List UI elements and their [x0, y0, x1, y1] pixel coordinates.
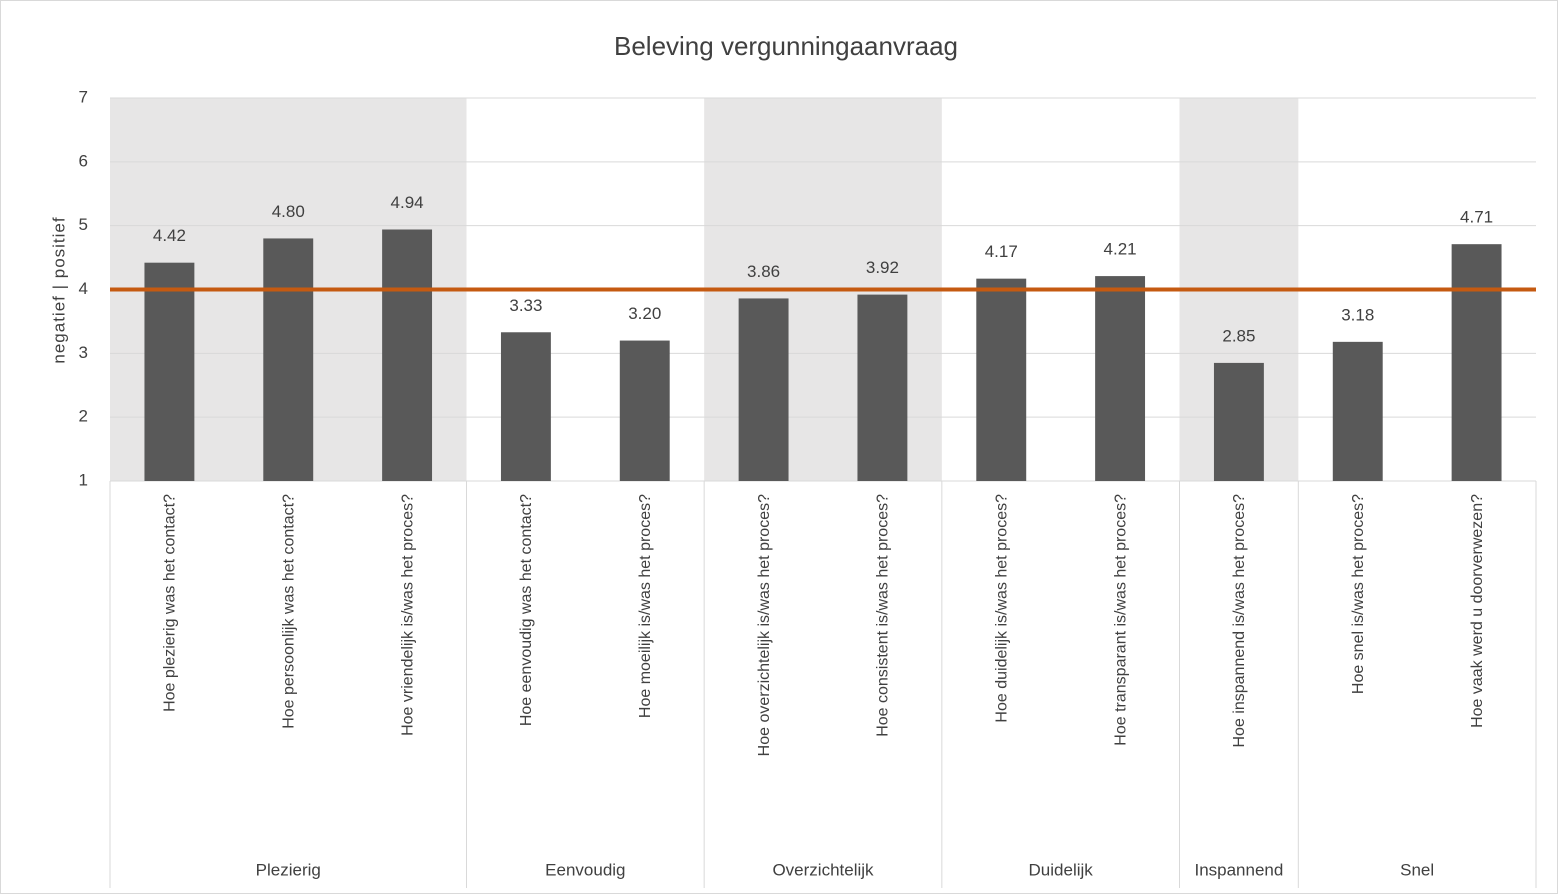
- y-tick-label: 1: [79, 470, 88, 489]
- x-tick-label: Hoe vriendelijk is/was het proces?: [399, 494, 416, 736]
- x-tick-label: Hoe persoonlijk was het contact?: [280, 494, 297, 729]
- x-tick-label: Hoe duidelijk is/was het proces?: [993, 494, 1010, 723]
- value-label: 4.80: [272, 202, 305, 221]
- value-label: 3.18: [1341, 305, 1374, 324]
- x-tick-label: Hoe overzichtelijk is/was het proces?: [756, 494, 773, 756]
- bar: [619, 340, 670, 481]
- value-label: 4.21: [1104, 240, 1137, 259]
- bar: [1213, 362, 1264, 481]
- group-label: Duidelijk: [1029, 860, 1094, 879]
- value-label: 4.94: [391, 193, 424, 212]
- y-tick-label: 4: [79, 279, 88, 298]
- value-label: 3.86: [747, 262, 780, 281]
- bar: [1095, 276, 1146, 481]
- x-tick-label: Hoe inspannend is/was het proces?: [1231, 494, 1248, 748]
- group-label: Plezierig: [256, 860, 321, 879]
- bar: [738, 298, 789, 481]
- x-tick-label: Hoe snel is/was het proces?: [1350, 494, 1367, 694]
- value-label: 4.42: [153, 226, 186, 245]
- x-tick-label: Hoe transparant is/was het proces?: [1112, 494, 1129, 746]
- group-label: Overzichtelijk: [772, 860, 874, 879]
- x-tick-label: Hoe moeilijk is/was het proces?: [637, 494, 654, 718]
- bar: [500, 332, 551, 481]
- bar: [976, 278, 1027, 481]
- bar: [1451, 244, 1502, 481]
- y-tick-label: 7: [79, 87, 88, 106]
- y-tick-label: 6: [79, 151, 88, 170]
- value-label: 4.17: [985, 242, 1018, 261]
- y-tick-label: 5: [79, 215, 88, 234]
- bar: [1332, 341, 1383, 481]
- value-label: 4.71: [1460, 208, 1493, 227]
- group-label: Inspannend: [1194, 860, 1283, 879]
- value-label: 3.92: [866, 258, 899, 277]
- y-tick-label: 2: [79, 407, 88, 426]
- x-tick-label: Hoe consistent is/was het proces?: [875, 494, 892, 737]
- y-tick-label: 3: [79, 343, 88, 362]
- value-label: 3.20: [628, 304, 661, 323]
- value-label: 3.33: [509, 296, 542, 315]
- group-label: Eenvoudig: [545, 860, 625, 879]
- bar: [144, 262, 195, 481]
- y-axis-label: negatief | positief: [49, 216, 68, 363]
- group-label: Snel: [1400, 860, 1434, 879]
- chart-title: Beleving vergunningaanvraag: [614, 31, 958, 61]
- x-tick-label: Hoe vaak werd u doorverwezen?: [1469, 494, 1486, 728]
- x-tick-label: Hoe eenvoudig was het contact?: [518, 494, 535, 726]
- bar: [857, 294, 908, 481]
- bar: [382, 229, 433, 481]
- bar: [263, 238, 314, 481]
- value-label: 2.85: [1222, 326, 1255, 345]
- x-tick-label: Hoe plezierig was het contact?: [162, 494, 179, 712]
